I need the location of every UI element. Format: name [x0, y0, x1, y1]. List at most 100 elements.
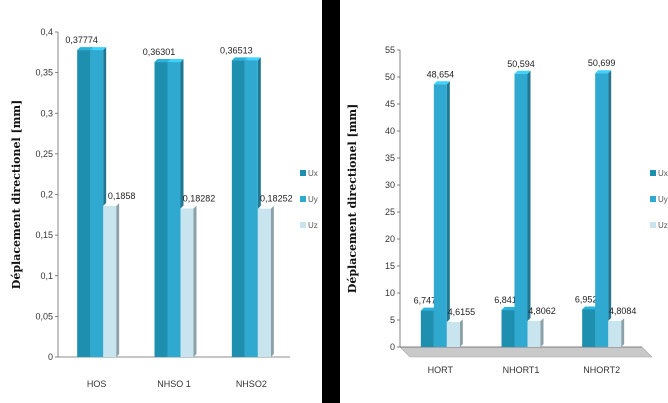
y-tick-label: 10	[385, 288, 395, 298]
data-label: 4,8062	[528, 306, 556, 316]
bar-top	[446, 319, 463, 323]
data-label: 50,699	[588, 58, 616, 68]
legend-swatch	[300, 170, 306, 176]
bar-side	[608, 70, 612, 347]
y-tick-label: 35	[385, 153, 395, 163]
bar	[582, 309, 596, 347]
bar-top	[180, 205, 197, 209]
y-tick-label: 0,3	[40, 108, 53, 118]
y-axis-title: Déplacement directionel [mm]	[346, 104, 359, 293]
bar	[257, 208, 271, 357]
data-label: 0,1858	[108, 191, 136, 201]
bar	[514, 73, 528, 348]
bar-side	[270, 205, 274, 357]
legend-swatch	[650, 170, 656, 176]
bar-top	[501, 307, 518, 311]
data-label: 4,6155	[448, 307, 476, 317]
bar-top	[527, 318, 544, 322]
y-tick-label: 0,4	[40, 27, 53, 37]
y-tick-label: 0,05	[35, 311, 53, 321]
bar-side	[116, 203, 120, 357]
bar-side	[193, 205, 197, 357]
legend-swatch	[300, 196, 306, 202]
bar-top	[167, 59, 184, 63]
y-tick-label: 0,35	[35, 68, 53, 78]
bar	[420, 310, 434, 347]
legend-label: Ux	[658, 169, 668, 178]
bar	[608, 321, 622, 347]
bar-top	[231, 57, 248, 61]
data-label: 0,36301	[143, 47, 176, 57]
bar-top	[514, 70, 531, 74]
legend-label: Uz	[658, 221, 668, 230]
bar-top	[77, 47, 94, 51]
chart-left: 0 0,05 0,1 0,15 0,2 0,25 0,3 0,35 0,4 Déplacement…	[10, 27, 318, 389]
legend-label: Ux	[308, 169, 318, 178]
data-label: 6,8418	[494, 295, 522, 305]
bar-top	[582, 306, 599, 310]
legend-swatch	[650, 222, 656, 228]
bar-side	[540, 318, 544, 347]
bar	[90, 50, 104, 358]
bar-top	[608, 318, 625, 322]
x-tick-label: NHSO2	[236, 379, 267, 389]
bar-top	[420, 307, 437, 311]
bar	[244, 60, 258, 357]
chart-panel-right: 0 5 10 15 20 25 30 35 40 45 50 55 Déplacement direct…	[340, 0, 668, 403]
data-label: 0,18252	[260, 194, 293, 204]
bar	[501, 310, 515, 347]
legend-label: Uy	[658, 195, 668, 204]
chart-floor	[399, 346, 653, 358]
y-tick-label: 55	[385, 45, 395, 55]
data-label: 6,7475	[414, 296, 442, 306]
chart-right: 0 5 10 15 20 25 30 35 40 45 50 55 Déplacement direct…	[346, 45, 668, 375]
bar	[446, 322, 460, 347]
legend-swatch	[650, 196, 656, 202]
bar	[180, 208, 194, 357]
x-tick-label: NHORT2	[583, 365, 620, 375]
y-tick-label: 5	[390, 315, 395, 325]
bar-top	[257, 205, 274, 209]
y-tick-label: 0	[390, 342, 395, 352]
bar-top	[154, 59, 171, 63]
bar	[433, 84, 447, 347]
y-tick-label: 25	[385, 207, 395, 217]
bar	[595, 73, 609, 347]
y-tick-label: 20	[385, 234, 395, 244]
bar-side	[459, 319, 463, 347]
y-tick-label: 0,25	[35, 149, 53, 159]
data-label: 0,18282	[183, 193, 216, 203]
y-tick-label: 0,2	[40, 190, 53, 200]
bar-top	[103, 203, 120, 207]
x-tick-label: NHORT1	[503, 365, 540, 375]
y-tick-label: 0	[48, 352, 53, 362]
bar	[77, 50, 91, 358]
bar	[167, 62, 181, 357]
bar-side	[527, 70, 531, 348]
bar-top	[433, 81, 450, 85]
legend-label: Uz	[308, 221, 318, 230]
x-tick-label: HORT	[428, 365, 454, 375]
panel-divider	[322, 0, 340, 403]
bar-top	[244, 57, 261, 61]
bar	[527, 321, 541, 347]
bar-side	[446, 81, 450, 347]
data-label: 0,37774	[65, 35, 98, 45]
x-tick-label: HOS	[87, 379, 107, 389]
bar	[103, 206, 117, 357]
y-axis-title: Déplacement directionel [mm]	[10, 100, 23, 289]
legend-swatch	[300, 222, 306, 228]
y-tick-label: 50	[385, 72, 395, 82]
data-label: 50,594	[507, 59, 535, 69]
y-tick-label: 45	[385, 99, 395, 109]
legend-label: Uy	[308, 195, 318, 204]
y-tick-label: 0,1	[40, 271, 53, 281]
chart-panel-left: 0 0,05 0,1 0,15 0,2 0,25 0,3 0,35 0,4 Déplacement…	[0, 0, 322, 403]
bar	[154, 62, 168, 357]
y-tick-label: 15	[385, 261, 395, 271]
y-tick-label: 40	[385, 126, 395, 136]
data-label: 48,654	[427, 69, 455, 79]
x-tick-label: NHSO 1	[157, 379, 191, 389]
data-label: 4,8084	[609, 306, 637, 316]
data-label: 0,36513	[220, 45, 253, 55]
